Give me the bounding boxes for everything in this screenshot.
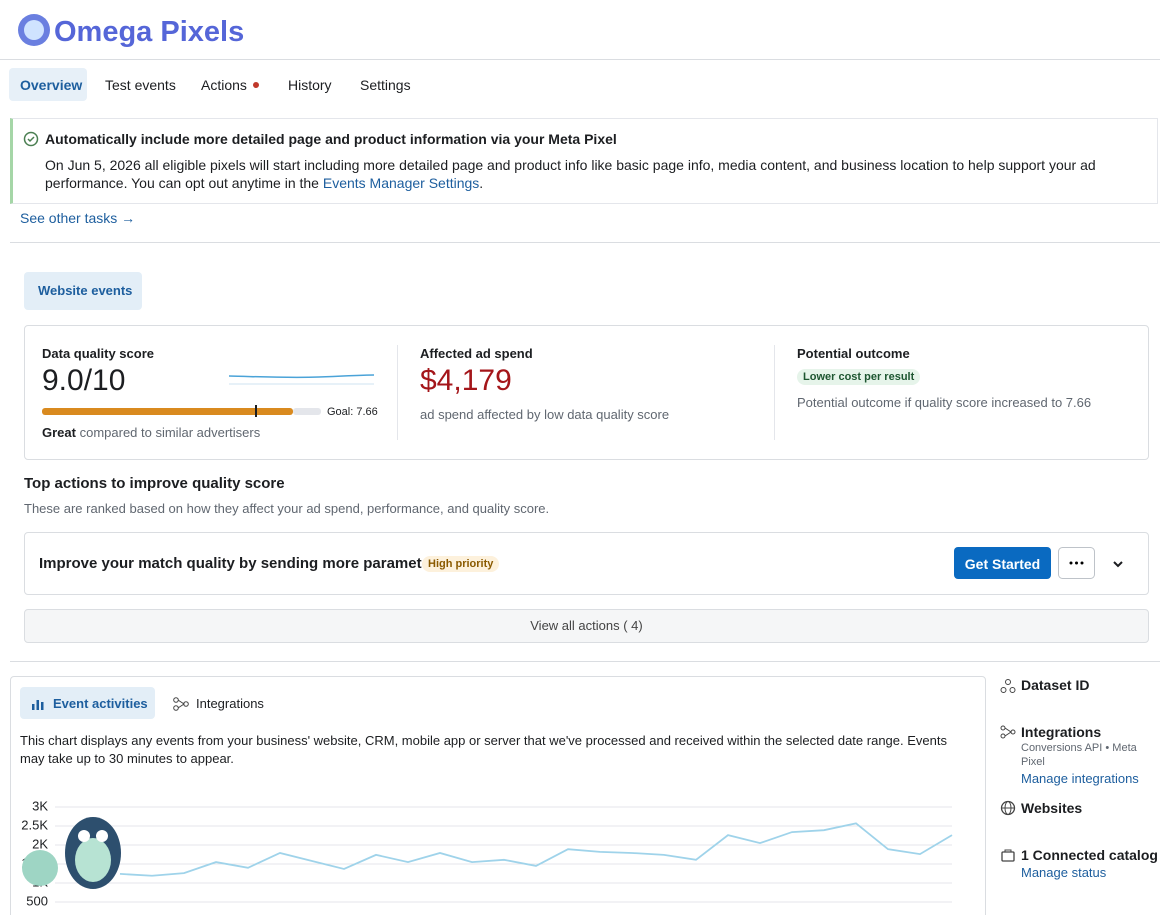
separator	[774, 345, 775, 440]
tab[interactable]: Overview	[20, 77, 83, 93]
sidebar-title: Dataset ID	[1021, 677, 1090, 693]
globe-icon	[1000, 800, 1016, 816]
sparkline	[229, 374, 375, 385]
get-started-button[interactable]: Get Started	[964, 556, 1041, 572]
metric-note: ad spend affected by low data quality sc…	[420, 407, 670, 422]
view-all-bg	[24, 609, 1149, 643]
y-tick-label: 2K	[32, 836, 48, 851]
score-bar	[42, 408, 293, 415]
action-card	[24, 532, 1149, 595]
divider	[0, 59, 1160, 60]
button-bg	[954, 547, 1051, 579]
integrations-icon	[173, 697, 189, 711]
banner-text: On Jun 5, 2026 all eligible pixels will …	[45, 157, 1096, 191]
metric-value: 9.0/10	[42, 364, 126, 397]
action-text: Improve your match quality by sending mo…	[39, 555, 445, 572]
metric-label: Potential outcome	[797, 346, 910, 361]
dataset-icon	[1000, 679, 1016, 693]
sidebar-link[interactable]: Manage integrations	[1021, 771, 1139, 786]
sidebar-link[interactable]: Manage status	[1021, 865, 1107, 880]
expand-chevron[interactable]	[1110, 556, 1126, 572]
integrations-icon	[1000, 725, 1016, 739]
section-tab-bg	[24, 272, 142, 310]
banner-end: .	[479, 175, 484, 191]
goal-marker	[255, 405, 257, 417]
divider	[10, 661, 1160, 662]
metric-value: $4,179	[420, 364, 512, 397]
banner-link[interactable]: Events Manager Settings	[322, 175, 480, 191]
score-bar-track	[293, 408, 321, 415]
notification-dot	[253, 82, 259, 88]
tab[interactable]: Settings	[360, 77, 411, 93]
section-subtitle: These are ranked based on how they affec…	[24, 501, 550, 516]
view-all-actions[interactable]: View all actions ( 4)	[530, 618, 643, 633]
metric-label: Data quality score	[42, 346, 154, 361]
tab-active-bg	[9, 68, 87, 101]
sidebar-title: 1 Connected catalog	[1021, 847, 1158, 863]
activity-panel	[10, 676, 986, 915]
chart-description: This chart displays any events from your…	[20, 733, 947, 766]
tab[interactable]: Test events	[105, 77, 176, 93]
metric-note: Potential outcome if quality score incre…	[797, 395, 1092, 410]
y-tick-label: 2.5K	[21, 817, 48, 832]
banner-title: Automatically include more detailed page…	[45, 131, 617, 147]
tab[interactable]: Actions	[201, 77, 247, 93]
catalog-icon	[1001, 849, 1015, 862]
badge: Lower cost per result	[797, 369, 921, 385]
sidebar-subtitle: Conversions API • Meta Pixel	[1021, 742, 1137, 768]
metric-label: Affected ad spend	[420, 346, 533, 361]
mascot	[22, 817, 121, 889]
section-tab[interactable]: Website events	[38, 283, 133, 298]
comparison: compared to similar advertisers	[79, 425, 261, 440]
y-tick-label: 500	[26, 893, 48, 908]
chart-icon	[32, 700, 44, 710]
divider	[10, 242, 1160, 243]
section-title: Top actions to improve quality score	[24, 475, 285, 492]
event-line	[119, 822, 953, 877]
see-other-tasks[interactable]: See other tasks →	[20, 210, 136, 226]
priority-badge: High priority	[422, 556, 500, 572]
banner-body: On Jun 5, 2026 all eligible pixels will …	[45, 156, 1150, 192]
tab[interactable]: Event activities	[53, 696, 148, 711]
sidebar-title: Websites	[1021, 800, 1083, 816]
y-tick-label: 3K	[32, 798, 48, 813]
goal: Goal: 7.66	[327, 406, 378, 418]
separator	[397, 345, 398, 440]
tab[interactable]: Integrations	[196, 696, 264, 711]
logo-icon	[18, 14, 50, 46]
sidebar-title: Integrations	[1021, 724, 1102, 740]
check-icon	[23, 131, 39, 147]
rating: Great	[42, 425, 76, 440]
metrics-card	[24, 325, 1149, 460]
logo: Omega Pixels	[54, 16, 245, 48]
tab[interactable]: History	[288, 77, 332, 93]
more-button[interactable]	[1058, 547, 1095, 579]
banner	[10, 118, 1158, 204]
